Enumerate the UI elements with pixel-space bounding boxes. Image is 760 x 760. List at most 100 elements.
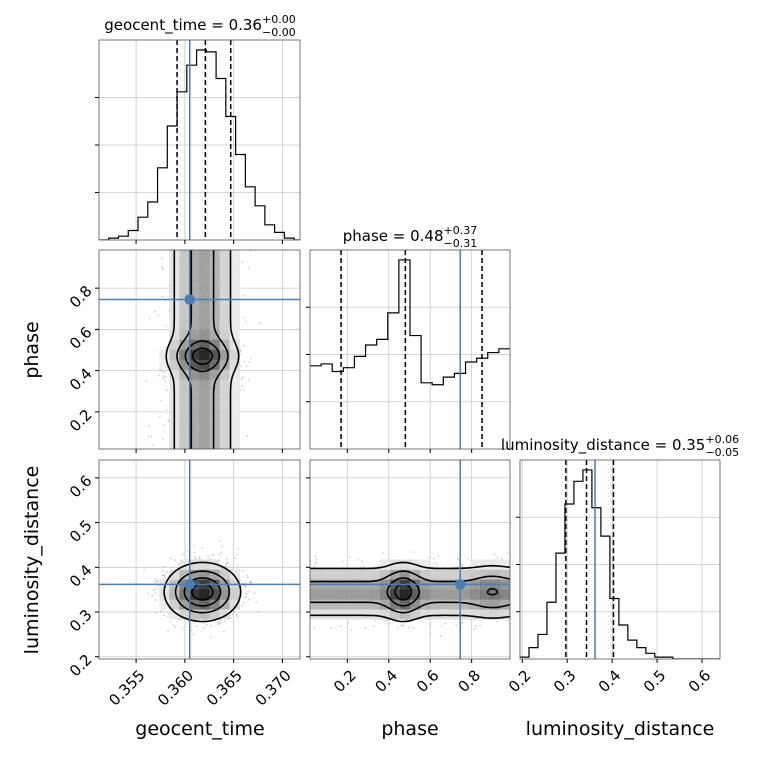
- luminosity-distance-vs-geocent-time-scatter-point: [236, 564, 239, 567]
- luminosity-distance-vs-phase-density-cell: [390, 559, 401, 570]
- luminosity-distance-vs-geocent-time-ytick-label: 0.2: [66, 651, 96, 681]
- phase-vs-geocent-time-scatter-point: [159, 400, 162, 402]
- phase-vs-geocent-time-density-cell: [209, 309, 220, 320]
- luminosity-distance-vs-geocent-time-scatter-point: [155, 587, 157, 590]
- luminosity-distance-vs-geocent-time-scatter-point: [147, 592, 149, 595]
- luminosity-distance-vs-geocent-time-density-cell: [199, 609, 210, 620]
- luminosity-distance-vs-geocent-time-scatter-point: [248, 598, 251, 601]
- phase-vs-geocent-time-scatter-point: [167, 419, 170, 422]
- luminosity-distance-vs-geocent-time-scatter-point: [221, 567, 223, 569]
- luminosity-distance-vs-geocent-time-scatter-point: [211, 554, 214, 557]
- luminosity-distance-vs-phase-truth-marker: [455, 579, 466, 590]
- phase-vs-geocent-time-density-cell: [219, 369, 230, 380]
- luminosity-distance-vs-phase-density-cell: [380, 599, 391, 610]
- phase-vs-geocent-time-density-cell: [189, 369, 200, 380]
- luminosity-distance-vs-phase-scatter-point: [429, 633, 431, 635]
- phase-vs-geocent-time-density-cell: [169, 369, 180, 380]
- phase-vs-geocent-time-density-cell: [229, 299, 240, 310]
- luminosity-distance-vs-phase-density-cell: [480, 609, 491, 620]
- luminosity-distance-vs-geocent-time-density-cell: [229, 599, 240, 610]
- phase-vs-geocent-time-density-cell: [209, 349, 220, 360]
- luminosity-distance-vs-geocent-time-scatter-point: [253, 592, 256, 595]
- luminosity-distance-vs-phase-density-cell: [450, 599, 461, 610]
- phase-vs-geocent-time-density-cell: [219, 329, 230, 340]
- luminosity-distance-vs-phase-density-cell: [310, 609, 321, 620]
- luminosity-distance-vs-phase-contour: [310, 570, 510, 614]
- luminosity-distance-vs-geocent-time-scatter-point: [193, 544, 196, 547]
- phase-vs-geocent-time-density-cell: [199, 269, 210, 281]
- phase-vs-geocent-time-density-cell: [209, 259, 220, 271]
- phase-vs-geocent-time-contour: [184, 340, 221, 373]
- phase-vs-geocent-time-density-cell: [219, 389, 230, 400]
- phase-vs-geocent-time-contour: [165, 250, 240, 449]
- luminosity-distance-vs-phase-density-cell: [500, 599, 510, 610]
- luminosity-distance-vs-geocent-time-ytick-label: 0.3: [66, 606, 96, 636]
- luminosity-distance-vs-geocent-time-scatter-point: [163, 565, 166, 568]
- phase-vs-geocent-time-density-cell: [199, 349, 210, 360]
- luminosity-distance-vs-phase-density-cell: [310, 589, 321, 600]
- luminosity-distance-vs-geocent-time-scatter-point: [257, 610, 260, 612]
- phase-vs-geocent-time-density-cell: [229, 279, 240, 291]
- luminosity-distance-vs-phase-density-cell: [450, 609, 461, 620]
- luminosity-distance-vs-geocent-time-scatter-point: [170, 557, 172, 560]
- luminosity-distance-vs-phase-scatter-point: [347, 621, 349, 624]
- phase-vs-geocent-time-density-cell: [199, 429, 210, 440]
- luminosity-distance-vs-geocent-time-density-cell: [189, 569, 200, 580]
- phase-vs-geocent-time-density-cell: [209, 429, 220, 440]
- phase-vs-geocent-time-density-cell: [209, 419, 220, 430]
- phase-vs-geocent-time-density-cell: [189, 279, 200, 291]
- luminosity-distance-vs-phase-density-cell: [400, 609, 411, 620]
- luminosity-distance-vs-phase-density-cell: [310, 599, 321, 610]
- phase-vs-geocent-time-density-cell: [219, 349, 230, 360]
- luminosity-distance-vs-geocent-time-scatter-point: [244, 585, 247, 588]
- luminosity-distance-vs-phase-scatter-point: [315, 558, 318, 561]
- luminosity-distance-vs-phase-density-cell: [390, 609, 401, 620]
- phase-vs-geocent-time-scatter-point: [239, 350, 242, 352]
- phase-vs-geocent-time-density-cell: [189, 379, 200, 390]
- luminosity-distance-vs-phase-density-cell: [460, 569, 471, 580]
- luminosity-distance-vs-phase-scatter-point: [400, 624, 403, 627]
- phase-vs-geocent-time-density-cell: [229, 359, 240, 370]
- luminosity-distance-vs-phase-scatter-point: [437, 554, 440, 557]
- luminosity-distance-vs-phase-density-cell: [410, 609, 421, 620]
- luminosity-distance-vs-phase-density-cell: [400, 599, 411, 610]
- phase-vs-geocent-time-density-cell: [219, 339, 230, 350]
- luminosity-distance-histogram-xtick-label: 0.2: [505, 666, 535, 696]
- phase-vs-geocent-time-scatter-point: [243, 360, 246, 363]
- phase-vs-geocent-time-density-cell: [209, 409, 220, 420]
- luminosity-distance-vs-geocent-time-scatter-point: [233, 610, 236, 613]
- phase-vs-geocent-time-density-cell: [229, 429, 240, 440]
- luminosity-distance-vs-geocent-time-xtick-label: 0.360: [154, 666, 197, 709]
- luminosity-distance-vs-geocent-time-density-cell: [229, 569, 240, 580]
- luminosity-distance-vs-phase-density-cell: [430, 569, 441, 580]
- luminosity-distance-vs-phase-density-cell: [350, 569, 361, 580]
- phase-vs-geocent-time-scatter-point: [165, 389, 168, 392]
- luminosity-distance-vs-phase-scatter-point: [377, 565, 379, 568]
- luminosity-distance-vs-phase-scatter-point: [428, 623, 431, 626]
- luminosity-distance-vs-geocent-time-scatter-point: [221, 545, 224, 548]
- luminosity-distance-vs-phase-density-cell: [400, 559, 411, 570]
- phase-vs-geocent-time-density-cell: [189, 439, 200, 449]
- phase-vs-geocent-time-scatter-point: [242, 376, 245, 379]
- luminosity-distance-vs-geocent-time-density-cell: [219, 589, 230, 600]
- luminosity-distance-vs-phase-scatter-point: [412, 551, 415, 553]
- luminosity-distance-vs-phase-density-cell: [320, 599, 331, 610]
- luminosity-distance-vs-phase-scatter-point: [460, 622, 463, 625]
- phase-vs-geocent-time-density-cell: [179, 429, 190, 440]
- luminosity-distance-vs-geocent-time-scatter-point: [212, 553, 215, 556]
- phase-vs-geocent-time-density-cell: [179, 319, 190, 330]
- luminosity-distance-vs-geocent-time-density-cell: [179, 609, 190, 620]
- phase-vs-geocent-time-scatter-point: [162, 375, 165, 378]
- phase-vs-geocent-time-density-cell: [219, 259, 230, 271]
- luminosity-distance-vs-phase-scatter-point: [341, 560, 344, 563]
- phase-vs-geocent-time-density-cell: [189, 289, 200, 301]
- luminosity-distance-vs-phase-density-cell: [350, 589, 361, 600]
- luminosity-distance-vs-geocent-time-scatter-point: [236, 553, 238, 556]
- phase-vs-geocent-time-density-cell: [179, 379, 190, 390]
- phase-vs-geocent-time-density-cell: [199, 329, 210, 340]
- luminosity-distance-vs-geocent-time-scatter-point: [224, 563, 227, 566]
- luminosity-distance-vs-geocent-time-scatter-point: [156, 579, 158, 582]
- luminosity-distance-vs-phase-scatter-point: [374, 619, 377, 622]
